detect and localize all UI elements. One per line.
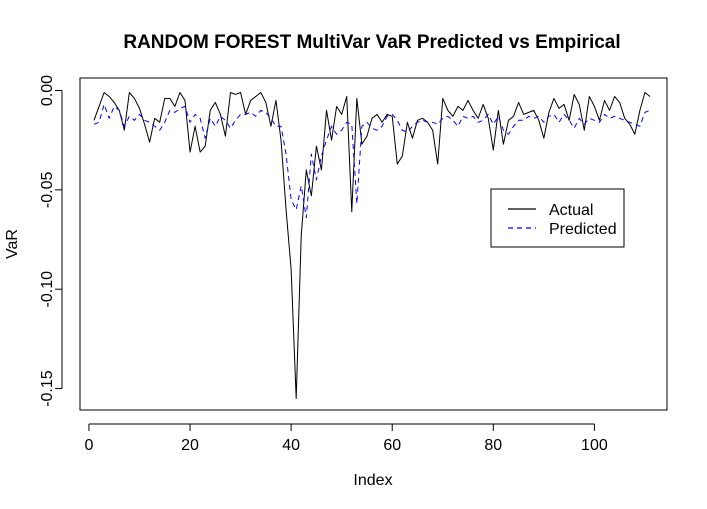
x-tick-label: 100 bbox=[581, 437, 608, 454]
y-tick-label: 0.00 bbox=[39, 75, 56, 106]
y-tick-label: -0.15 bbox=[39, 370, 56, 407]
series-line-predicted bbox=[93, 103, 651, 219]
legend-label-predicted: Predicted bbox=[549, 221, 617, 238]
x-tick-label: 20 bbox=[181, 437, 199, 454]
x-tick-label: 40 bbox=[282, 437, 300, 454]
y-tick-label: -0.10 bbox=[39, 271, 56, 308]
legend-label-actual: Actual bbox=[549, 202, 593, 219]
y-axis-label: VaR bbox=[4, 229, 21, 259]
x-tick-label: 0 bbox=[84, 437, 93, 454]
x-tick-label: 60 bbox=[383, 437, 401, 454]
x-axis: 0 20 40 60 80 100 bbox=[84, 423, 608, 454]
chart-title: RANDOM FOREST MultiVar VaR Predicted vs … bbox=[123, 32, 620, 53]
x-axis-label: Index bbox=[353, 472, 392, 489]
legend-box bbox=[490, 188, 625, 248]
series-layer bbox=[93, 91, 651, 399]
y-axis: -0.15 -0.10 -0.05 0.00 bbox=[39, 75, 63, 407]
series-line-actual bbox=[93, 91, 651, 399]
y-tick-label: -0.05 bbox=[39, 172, 56, 209]
legend: Actual Predicted bbox=[490, 188, 625, 248]
plot-frame bbox=[79, 77, 668, 411]
x-tick-label: 80 bbox=[484, 437, 502, 454]
